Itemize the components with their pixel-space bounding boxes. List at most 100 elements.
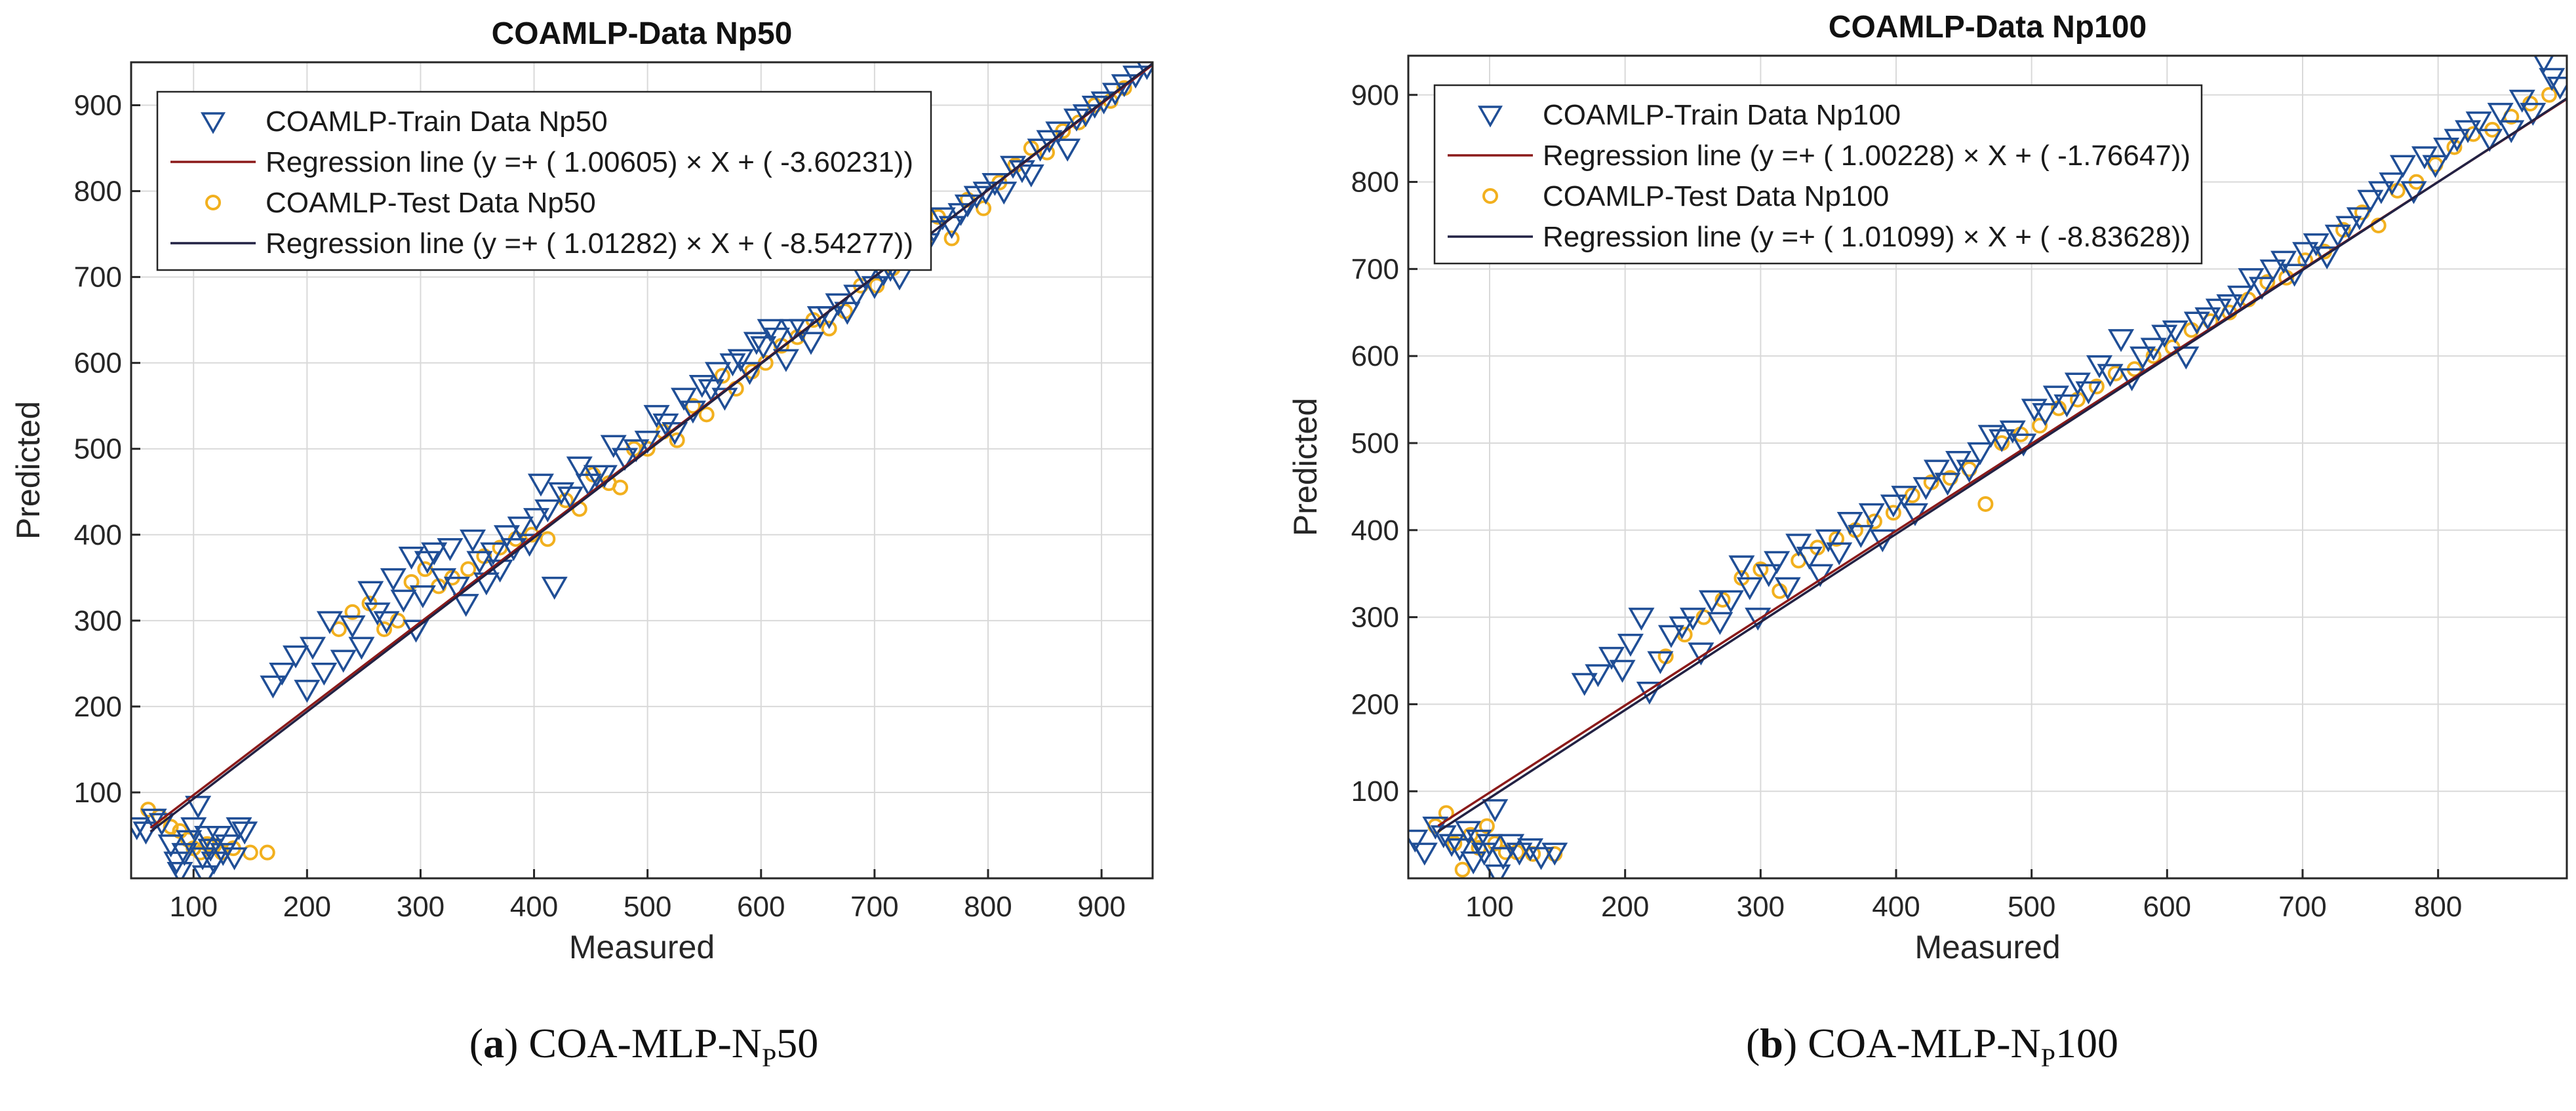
train-point	[1506, 842, 1533, 866]
train-point	[2433, 137, 2460, 161]
test-point	[376, 621, 393, 637]
train-point	[1027, 138, 1054, 162]
y-tick-label: 100	[1351, 775, 1399, 808]
legend-entry: COAMLP-Train Data Np50	[266, 106, 608, 138]
test-point	[1866, 513, 1882, 530]
test-point	[714, 368, 730, 384]
train-point	[294, 680, 321, 703]
train-point	[1785, 534, 1812, 557]
train-point	[643, 404, 670, 428]
train-point	[2324, 224, 2351, 248]
train-point	[2130, 346, 2156, 370]
train-point	[390, 589, 417, 613]
train-point	[348, 636, 375, 660]
train-point	[2162, 320, 2189, 343]
train-point	[1736, 577, 1763, 600]
train-point	[1460, 851, 1487, 874]
train-point	[698, 379, 724, 402]
x-tick-label: 500	[2008, 891, 2055, 923]
train-point	[1836, 512, 1863, 536]
train-point	[1036, 130, 1063, 153]
train-point	[443, 576, 470, 600]
train-point	[2216, 294, 2243, 318]
train-point	[2173, 346, 2200, 370]
chart-np100: 100 200 300 400 500 600 700 800 100 200 300 400 500 6…	[1288, 10, 2568, 965]
train-point	[1815, 529, 1842, 553]
train-point	[1880, 494, 1907, 518]
train-point	[1111, 74, 1138, 98]
chart-title: COAMLP-Data Np50	[492, 16, 793, 51]
train-point	[1411, 842, 1438, 866]
y-tick-label: 900	[74, 90, 122, 122]
train-point	[311, 662, 338, 686]
train-point	[2379, 172, 2406, 196]
train-point	[1617, 633, 1644, 657]
test-point	[1885, 505, 1901, 521]
y-tick-label: 700	[1351, 253, 1399, 285]
x-tick-label: 100	[170, 891, 218, 923]
train-point	[2533, 56, 2554, 74]
train-point	[1912, 477, 1939, 500]
train-point	[480, 542, 507, 566]
y-tick-label: 600	[1351, 340, 1399, 372]
train-point	[1571, 672, 1598, 696]
train-point	[189, 847, 216, 870]
train-point	[269, 662, 296, 686]
train-point	[205, 825, 232, 849]
x-tick-label: 600	[2143, 891, 2191, 923]
train-point	[1018, 164, 1044, 187]
train-point	[929, 207, 956, 231]
train-point	[1598, 646, 1625, 670]
train-point	[757, 319, 783, 342]
train-point	[357, 581, 384, 604]
legend-test-marker	[1482, 188, 1498, 204]
train-point	[2487, 102, 2514, 126]
train-point	[299, 636, 326, 660]
train-point	[1755, 564, 1782, 587]
train-point	[2303, 233, 2329, 257]
train-point	[221, 847, 248, 870]
train-point	[1008, 160, 1035, 184]
train-point	[1774, 577, 1801, 600]
train-point	[2032, 402, 2059, 427]
train-point	[541, 576, 568, 600]
train-point	[2368, 181, 2394, 205]
train-point	[1858, 503, 1885, 526]
train-point	[1628, 608, 1655, 631]
data-layer	[131, 62, 1153, 878]
test-point	[2541, 87, 2558, 103]
test-point	[1977, 496, 1994, 512]
train-point	[1090, 91, 1117, 115]
train-point	[711, 387, 738, 411]
train-point	[671, 387, 698, 411]
train-point	[972, 182, 999, 205]
train-point	[2546, 76, 2567, 100]
train-point	[2520, 102, 2546, 126]
train-point	[750, 336, 777, 360]
train-point	[226, 817, 252, 840]
x-tick-label: 700	[2278, 891, 2326, 923]
train-point	[789, 319, 816, 342]
train-point	[600, 435, 627, 458]
train-point	[1465, 829, 1492, 853]
train-point	[523, 508, 550, 532]
train-point	[2053, 394, 2080, 418]
train-point	[557, 486, 584, 510]
train-point	[1101, 83, 1128, 106]
legend-entry: Regression line (y =+ ( 1.00605) × X + (…	[266, 146, 913, 178]
legend-train-marker	[1477, 106, 1503, 128]
train-point	[1679, 608, 1707, 631]
train-point	[191, 865, 218, 878]
train-point	[1408, 829, 1429, 853]
train-point	[591, 465, 618, 488]
legend-entry: Regression line (y =+ ( 1.00228) × X + (…	[1543, 140, 2190, 172]
train-point	[1609, 659, 1636, 683]
train-point	[2021, 399, 2048, 422]
train-point	[339, 615, 366, 638]
train-point	[1764, 551, 1791, 574]
train-point	[316, 611, 343, 634]
train-point	[1446, 838, 1473, 862]
train-point	[167, 862, 193, 878]
x-tick-label: 200	[1601, 891, 1649, 923]
train-point	[834, 302, 861, 325]
